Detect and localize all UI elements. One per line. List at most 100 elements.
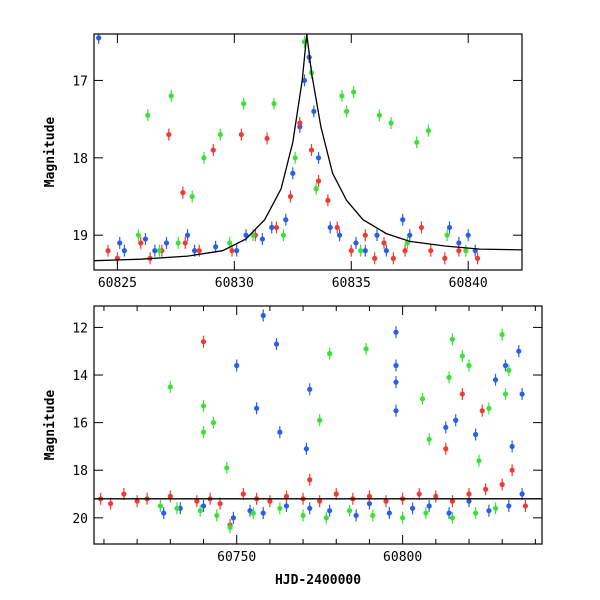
top-series-0-marker-23: [362, 248, 368, 254]
bottom-series-2-point-34: [502, 388, 509, 401]
top-series-1-marker-17: [308, 147, 315, 153]
bottom-series-0-point-2: [200, 499, 207, 512]
top-series-0-point-6: [184, 229, 191, 242]
bottom-series-2-marker-11: [400, 515, 406, 521]
bottom-series-1-marker-3: [134, 498, 140, 504]
top-series-0-marker-27: [407, 232, 413, 238]
top-series-0-marker-29: [456, 240, 462, 246]
top-series-0-marker-6: [184, 232, 191, 238]
bottom-series-1-point-19: [383, 495, 389, 508]
bottom-series-0-marker-18: [519, 491, 525, 497]
bottom-series-2-point-7: [300, 509, 306, 522]
bottom-series-2-marker-18: [167, 384, 173, 390]
top-series-1-point-2: [138, 236, 144, 249]
bottom-series-0-marker-27: [393, 362, 399, 369]
bottom-series-0-marker-34: [502, 362, 509, 369]
top-series-0-marker-3: [142, 236, 149, 242]
top-series-1-point-17: [308, 144, 315, 157]
bottom-series-2-marker-28: [446, 374, 452, 380]
bottom-series-0-marker-36: [519, 391, 525, 397]
top-series-1-marker-18: [315, 178, 322, 184]
bottom-series-1-point-12: [267, 495, 273, 508]
bottom-series-2-point-28: [446, 371, 452, 384]
top-series-1-marker-19: [325, 197, 331, 203]
bottom-series-0-marker-23: [277, 429, 283, 435]
top-series-1-point-13: [264, 132, 270, 145]
top-series-1-point-9: [210, 144, 216, 157]
bottom-series-2-point-4: [227, 521, 233, 534]
top-series-2-marker-8: [227, 240, 233, 246]
bottom-series-2-marker-15: [492, 505, 499, 511]
top-series-1-point-0: [105, 244, 111, 257]
top-series-2-point-19: [351, 86, 357, 99]
top-series-0-point-5: [163, 236, 170, 249]
top-series-2-point-4: [175, 236, 181, 249]
bottom-series-0-point-20: [254, 402, 260, 415]
top-series-0-point-2: [121, 244, 128, 257]
top-series-1-marker-27: [418, 224, 425, 231]
bottom-series-2-marker-32: [476, 458, 482, 464]
bottom-series-0-marker-22: [273, 341, 280, 347]
bottom-series-1-marker-2: [121, 491, 127, 497]
bottom-series-1-point-5: [167, 490, 173, 503]
top-series-2-point-26: [444, 229, 450, 242]
top-series-1-marker-9: [210, 147, 216, 153]
bottom-series-2-point-13: [449, 511, 455, 524]
bottom-series-0-point-23: [277, 426, 283, 439]
top-xtick-label-2: 60835: [332, 276, 371, 291]
top-series-1-point-29: [442, 252, 448, 265]
bottom-series-0-point-11: [386, 507, 392, 520]
bottom-series-2-point-1: [174, 502, 180, 515]
bottom-series-0-marker-3: [230, 515, 236, 521]
bottom-series-2-point-8: [323, 511, 329, 524]
bottom-series-0-point-29: [393, 404, 399, 417]
top-series-0-marker-2: [121, 248, 128, 254]
bottom-series-1-point-21: [416, 488, 422, 501]
top-series-0-point-30: [465, 229, 471, 242]
top-series-1-marker-8: [196, 248, 202, 254]
bottom-series-0-marker-17: [506, 503, 512, 509]
top-series-2-point-11: [271, 97, 277, 110]
top-series-1-point-24: [381, 236, 387, 249]
bottom-series-1-marker-33: [479, 408, 485, 414]
bottom-series-2-marker-31: [466, 362, 472, 369]
top-series-0-point-11: [259, 233, 265, 246]
top-series-1-marker-26: [402, 248, 408, 254]
bottom-series-0-marker-25: [307, 386, 313, 392]
top-series-2-point-13: [292, 151, 298, 164]
bottom-series-0-point-26: [393, 326, 399, 339]
top-series-1-marker-20: [334, 224, 340, 231]
bottom-series-2-marker-29: [449, 336, 455, 342]
bottom-series-1-point-30: [307, 473, 313, 486]
top-series-0-point-18: [311, 105, 317, 118]
top-series-0-marker-24: [374, 232, 380, 238]
bottom-series-2-marker-10: [370, 512, 376, 519]
top-series-0-marker-7: [191, 248, 198, 254]
bottom-series-2-marker-14: [473, 510, 479, 516]
top-series-1-point-6: [180, 186, 186, 199]
bottom-series-1-marker-22: [433, 493, 439, 499]
bottom-series-1-point-25: [482, 483, 489, 496]
top-series-1-marker-31: [474, 255, 481, 261]
bottom-series-1-point-6: [194, 495, 200, 508]
bottom-series-2-marker-8: [323, 515, 329, 521]
bottom-series-1-point-24: [466, 488, 472, 501]
bottom-series-1-marker-23: [449, 498, 455, 504]
top-series-1-marker-22: [362, 232, 368, 238]
bottom-series-0-marker-14: [446, 510, 452, 516]
top-series-0-marker-19: [315, 155, 322, 161]
top-series-1-point-31: [474, 252, 481, 265]
top-panel: 60825 60830 60835 60840 17 18 19 Magnitude: [43, 33, 523, 291]
bottom-series-2-point-9: [346, 504, 353, 517]
top-xtick-label-1: 60830: [215, 276, 254, 291]
top-series-0-point-24: [374, 229, 380, 242]
top-series-1-marker-11: [238, 131, 244, 138]
top-series-2-marker-0: [135, 232, 142, 238]
top-series-0-point-8: [213, 240, 219, 253]
bottom-series-0-marker-10: [366, 500, 373, 507]
bottom-series-0-point-12: [409, 502, 416, 515]
bottom-series-0-point-21: [260, 309, 266, 322]
top-series-0-marker-18: [311, 108, 317, 114]
top-series-0-marker-16: [301, 77, 308, 84]
top-model-curve: [94, 34, 522, 262]
